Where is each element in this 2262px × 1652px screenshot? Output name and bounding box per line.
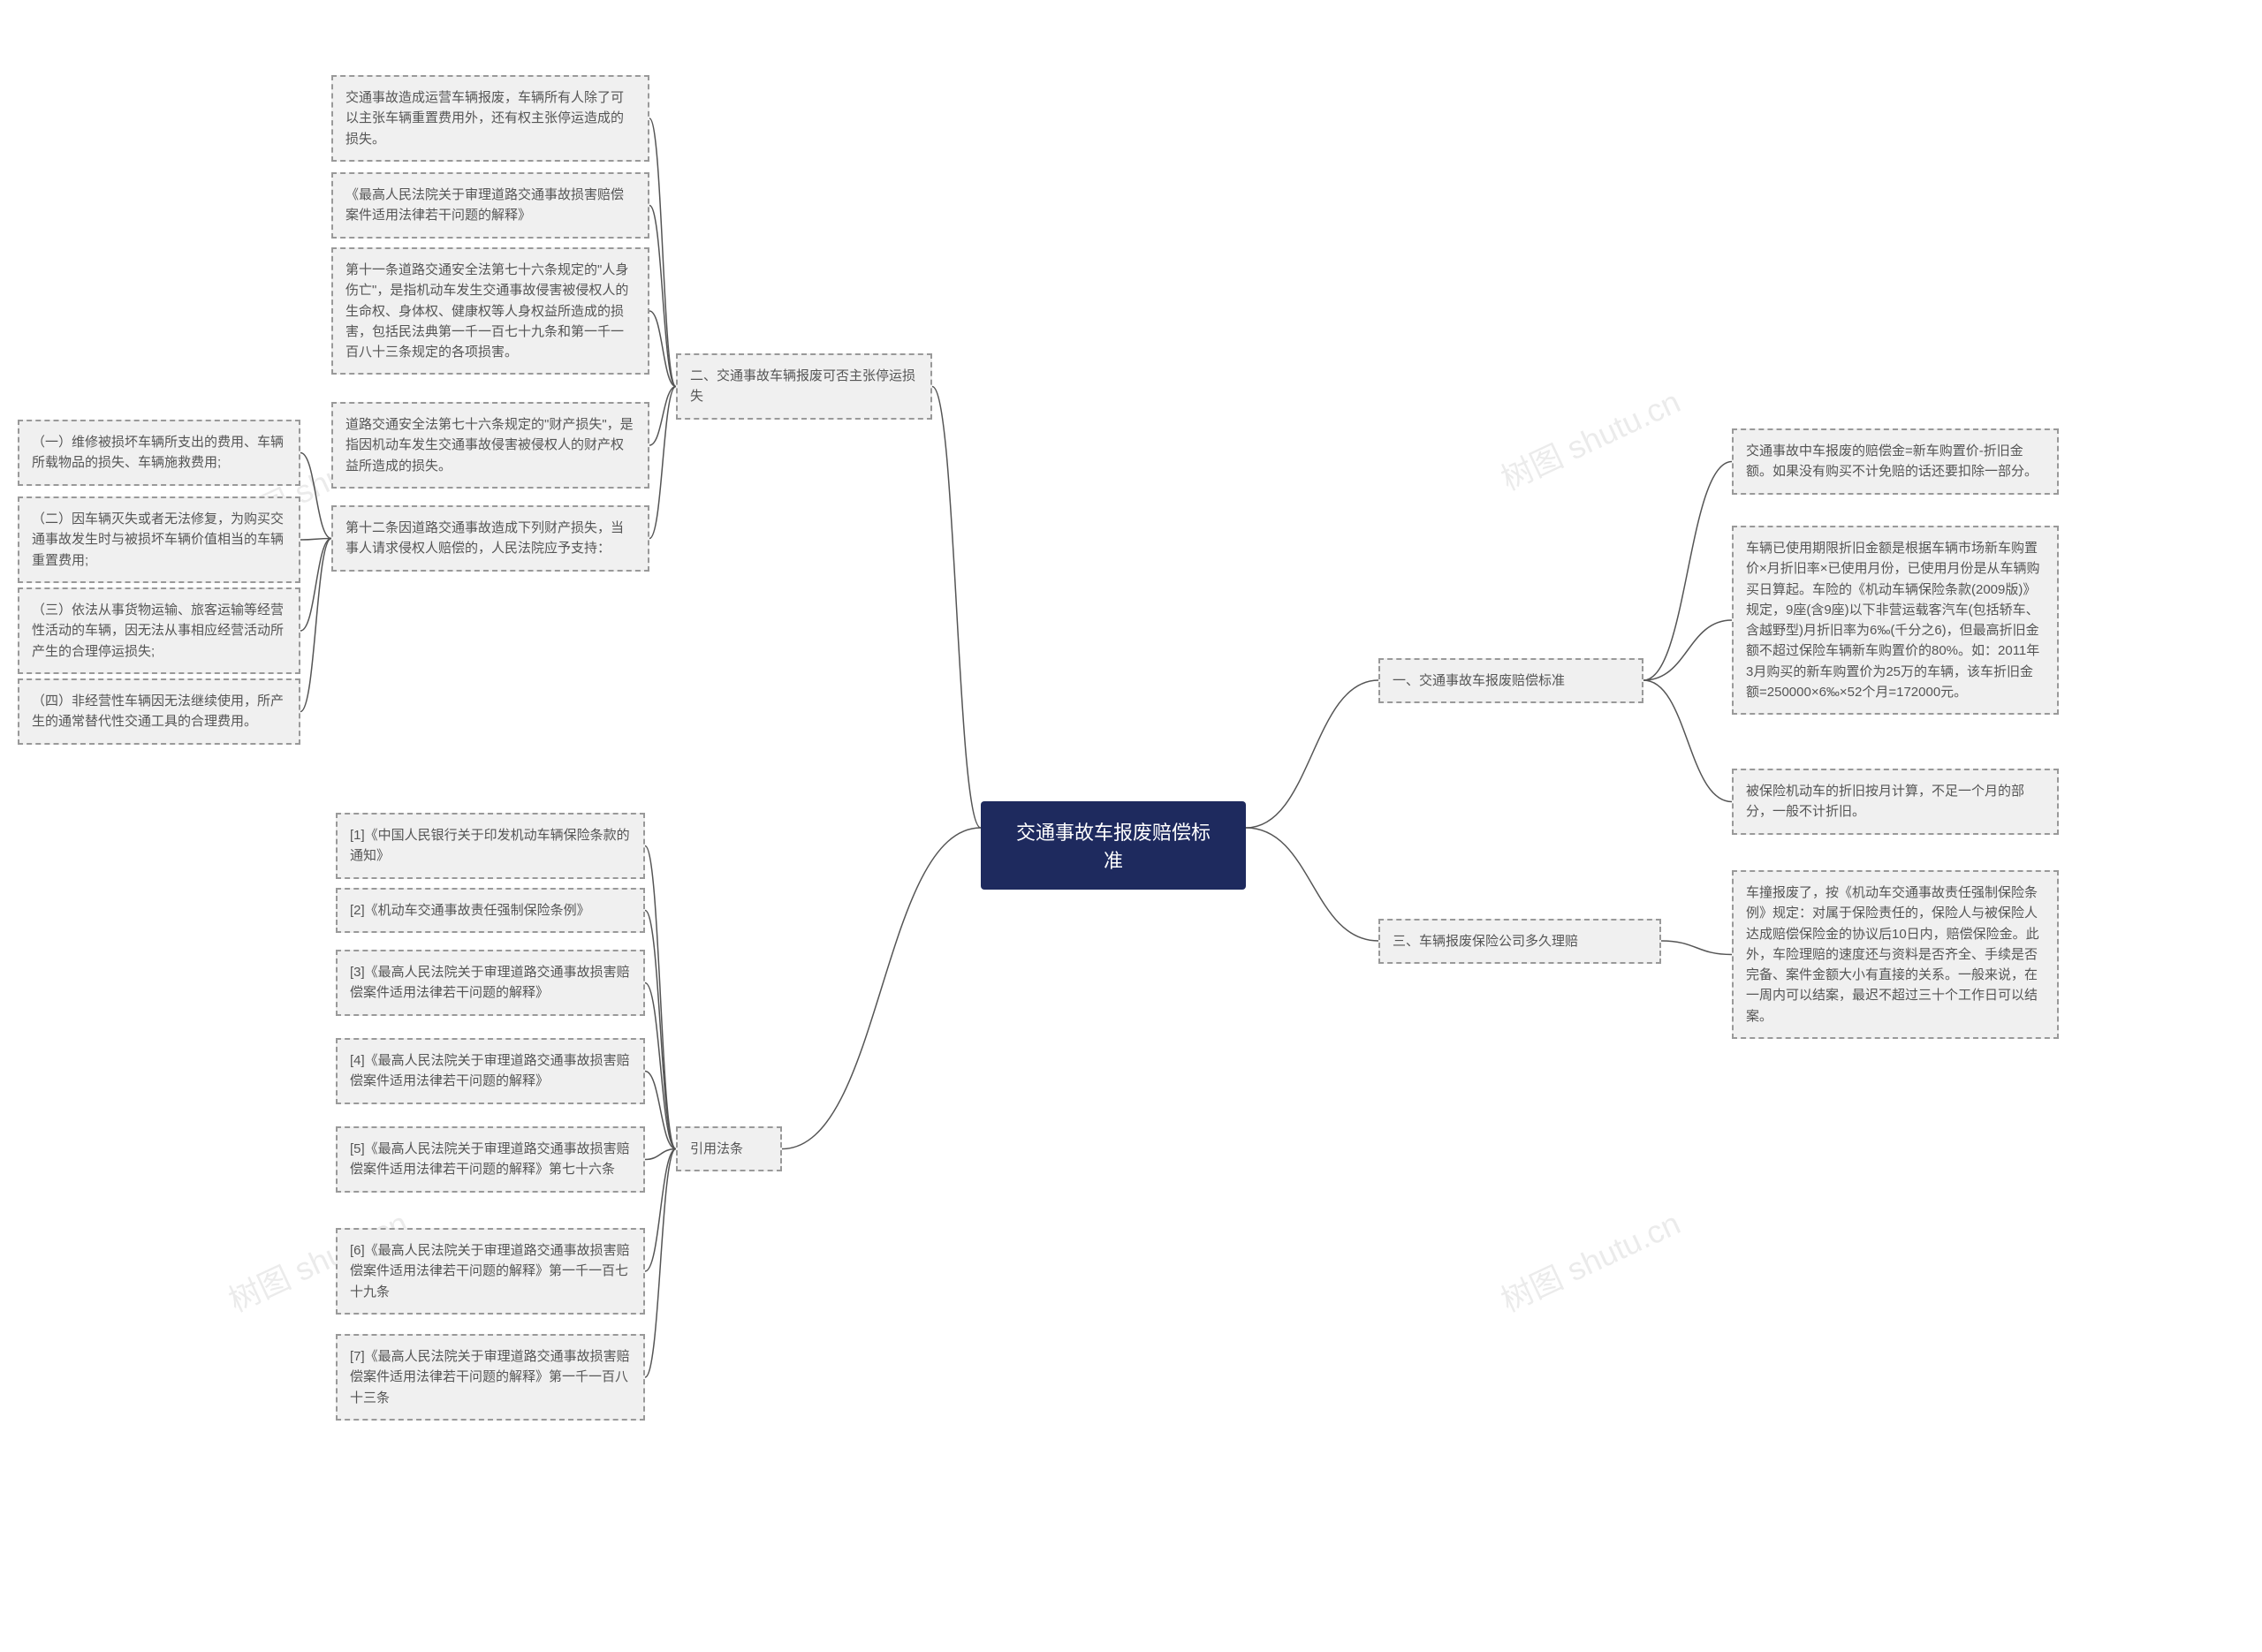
sub-leaf-node: （一）维修被损坏车辆所支出的费用、车辆所载物品的损失、车辆施救费用; [18, 420, 300, 486]
leaf-node: 道路交通安全法第七十六条规定的"财产损失"，是指因机动车发生交通事故侵害被侵权人… [331, 402, 649, 489]
branch-node: 二、交通事故车辆报废可否主张停运损失 [676, 353, 932, 420]
leaf-node: [3]《最高人民法院关于审理道路交通事故损害赔偿案件适用法律若干问题的解释》 [336, 950, 645, 1016]
leaf-node: 第十一条道路交通安全法第七十六条规定的"人身伤亡"，是指机动车发生交通事故侵害被… [331, 247, 649, 375]
leaf-node: 《最高人民法院关于审理道路交通事故损害赔偿案件适用法律若干问题的解释》 [331, 172, 649, 239]
leaf-node: [4]《最高人民法院关于审理道路交通事故损害赔偿案件适用法律若干问题的解释》 [336, 1038, 645, 1104]
leaf-node: [5]《最高人民法院关于审理道路交通事故损害赔偿案件适用法律若干问题的解释》第七… [336, 1126, 645, 1193]
sub-leaf-node: （四）非经营性车辆因无法继续使用，所产生的通常替代性交通工具的合理费用。 [18, 678, 300, 745]
sub-leaf-node: （三）依法从事货物运输、旅客运输等经营性活动的车辆，因无法从事相应经营活动所产生… [18, 587, 300, 674]
leaf-node: [2]《机动车交通事故责任强制保险条例》 [336, 888, 645, 933]
branch-node: 引用法条 [676, 1126, 782, 1171]
root-node: 交通事故车报废赔偿标准 [981, 801, 1246, 890]
leaf-node: 交通事故造成运营车辆报废，车辆所有人除了可以主张车辆重置费用外，还有权主张停运造… [331, 75, 649, 162]
leaf-node: [7]《最高人民法院关于审理道路交通事故损害赔偿案件适用法律若干问题的解释》第一… [336, 1334, 645, 1421]
leaf-node: 交通事故中车报废的赔偿金=新车购置价-折旧金额。如果没有购买不计免赔的话还要扣除… [1732, 428, 2059, 495]
leaf-node: 被保险机动车的折旧按月计算，不足一个月的部分，一般不计折旧。 [1732, 769, 2059, 835]
branch-node: 一、交通事故车报废赔偿标准 [1378, 658, 1643, 703]
leaf-node: 车辆已使用期限折旧金额是根据车辆市场新车购置价×月折旧率×已使用月份，已使用月份… [1732, 526, 2059, 715]
leaf-node: 第十二条因道路交通事故造成下列财产损失，当事人请求侵权人赔偿的，人民法院应予支持… [331, 505, 649, 572]
watermark: 树图 shutu.cn [1492, 376, 1687, 499]
watermark: 树图 shutu.cn [1492, 1198, 1687, 1321]
leaf-node: [6]《最高人民法院关于审理道路交通事故损害赔偿案件适用法律若干问题的解释》第一… [336, 1228, 645, 1315]
sub-leaf-node: （二）因车辆灭失或者无法修复，为购买交通事故发生时与被损坏车辆价值相当的车辆重置… [18, 496, 300, 583]
leaf-node: 车撞报废了，按《机动车交通事故责任强制保险条例》规定：对属于保险责任的，保险人与… [1732, 870, 2059, 1039]
leaf-node: [1]《中国人民银行关于印发机动车辆保险条款的通知》 [336, 813, 645, 879]
branch-node: 三、车辆报废保险公司多久理赔 [1378, 919, 1661, 964]
